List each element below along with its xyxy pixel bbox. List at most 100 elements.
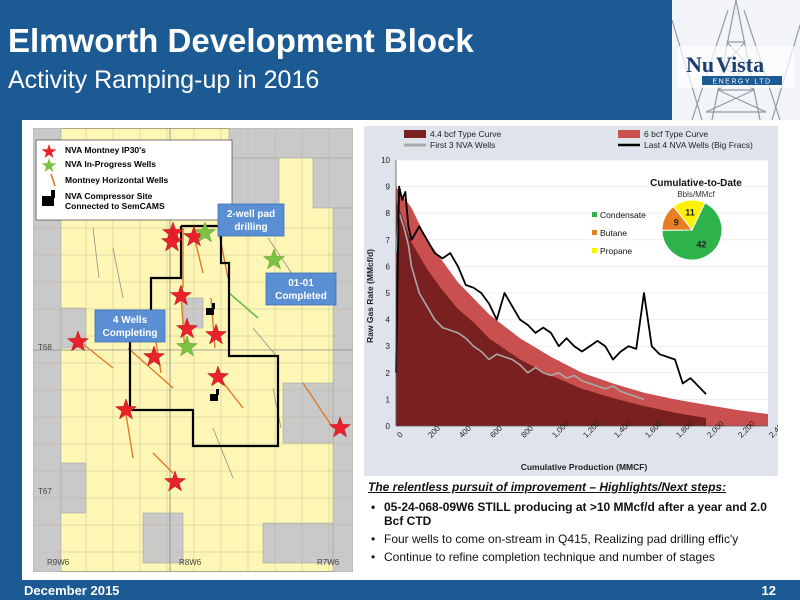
logo-name-part2: Vista <box>716 52 764 77</box>
pie-value-label: 42 <box>696 240 706 250</box>
page-number: 12 <box>761 583 776 598</box>
red-star-icon <box>328 416 352 438</box>
land-map: NVA Montney IP30's NVA In-Progress Wells… <box>32 127 354 573</box>
green-star-icon <box>175 335 199 357</box>
pie-title: Cumulative-to-Date <box>650 178 742 189</box>
callout-completed-line2: Completed <box>275 291 327 302</box>
red-star-icon <box>142 345 166 367</box>
x-tick-label: 2,400 <box>767 419 778 440</box>
callout-pad-line1: 2-well pad <box>227 209 275 220</box>
red-star-icon <box>204 323 228 345</box>
callout-completed-line1: 01-01 <box>288 278 314 289</box>
red-star-icon <box>206 365 230 387</box>
legend-swatch-6bcf <box>618 130 640 138</box>
range-label-r8w6: R8W6 <box>179 558 202 567</box>
legend-label-4bcf: 4.4 bcf Type Curve <box>430 129 501 139</box>
legend-horizontal-label: Montney Horizontal Wells <box>65 175 169 185</box>
pie-value-label: 11 <box>685 208 695 218</box>
montney-ip30-wells <box>66 221 352 492</box>
y-tick-label: 8 <box>386 209 391 218</box>
pie-slice-condensate <box>661 202 723 261</box>
green-star-icon <box>262 248 286 270</box>
legend-semcams-label: Connected to SemCAMS <box>65 201 165 211</box>
legend-in-progress-label: NVA In-Progress Wells <box>65 159 156 169</box>
map-legend: NVA Montney IP30's NVA In-Progress Wells… <box>35 139 233 221</box>
pie-legend-label: Propane <box>600 246 632 256</box>
callout-completing-line1: 4 Wells <box>113 315 148 326</box>
township-label-t67: T67 <box>38 487 52 496</box>
map-canvas: NVA Montney IP30's NVA In-Progress Wells… <box>32 127 354 573</box>
y-tick-label: 7 <box>386 236 391 245</box>
callout-completing: 4 Wells Completing <box>94 309 166 343</box>
x-tick-label: 0 <box>395 430 405 440</box>
township-label-t68: T68 <box>38 343 52 352</box>
compressor-icon <box>42 190 55 206</box>
highlight-item: Four wells to come on-stream in Q415, Re… <box>368 532 788 546</box>
in-progress-wells <box>175 221 286 357</box>
logo-name-part1: Nu <box>686 52 714 77</box>
pie-legend-label: Condensate <box>600 210 646 220</box>
production-chart-panel: 0 1 2 3 4 5 6 7 8 9 10 0 200 400 600 800 1,000 1,200 1,400… <box>364 126 788 476</box>
legend-compressor-label: NVA Compressor Site <box>65 191 153 201</box>
red-star-icon <box>41 144 57 158</box>
footer-date: December 2015 <box>24 583 120 598</box>
red-star-icon <box>66 330 90 352</box>
slide-subtitle: Activity Ramping-up in 2016 <box>8 66 320 94</box>
y-tick-label: 6 <box>386 262 391 271</box>
highlights-section: The relentless pursuit of improvement – … <box>368 480 788 580</box>
x-axis-label: Cumulative Production (MMCF) <box>521 462 648 472</box>
highlights-heading: The relentless pursuit of improvement – … <box>368 480 727 494</box>
callout-completing-line2: Completing <box>103 328 158 339</box>
y-tick-label: 1 <box>386 395 391 404</box>
orange-line-icon <box>50 173 56 187</box>
y-tick-label: 2 <box>386 369 391 378</box>
y-tick-label: 10 <box>381 156 390 165</box>
red-star-icon <box>114 398 138 420</box>
pie-legend-swatch <box>592 212 597 217</box>
y-tick-label: 3 <box>386 342 391 351</box>
y-tick-label: 0 <box>386 422 391 431</box>
red-star-icon <box>169 284 193 306</box>
logo-tagline: ENERGY LTD <box>712 79 771 86</box>
series-4bcf-area <box>396 199 706 426</box>
legend-label-last4: Last 4 NVA Wells (Big Fracs) <box>644 140 753 150</box>
y-tick-label: 5 <box>386 289 391 298</box>
callout-pad-line2: drilling <box>234 222 267 233</box>
pie-legend-swatch <box>592 230 597 235</box>
y-tick-label: 4 <box>386 316 391 325</box>
callout-pad-drilling: 2-well pad drilling <box>217 203 285 237</box>
oil-derrick-icon: Nu Vista ENERGY LTD <box>672 0 800 120</box>
company-logo: Nu Vista ENERGY LTD <box>672 0 800 120</box>
left-accent-strip <box>0 120 22 580</box>
highlights-list: 05-24-068-09W6 STILL producing at >10 MM… <box>368 500 788 564</box>
green-star-icon <box>41 158 57 172</box>
red-star-icon <box>175 317 199 339</box>
legend-swatch-4bcf <box>404 130 426 138</box>
pie-value-label: 9 <box>674 217 679 227</box>
legend-label-first3: First 3 NVA Wells <box>430 140 495 150</box>
callout-completed: 01-01 Completed <box>265 272 337 306</box>
legend-label-6bcf: 6 bcf Type Curve <box>644 129 708 139</box>
green-star-icon <box>193 221 217 243</box>
legend-ip30-label: NVA Montney IP30's <box>65 145 146 155</box>
highlight-item: 05-24-068-09W6 STILL producing at >10 MM… <box>368 500 788 528</box>
slide-footer: December 2015 12 <box>0 580 800 600</box>
highlight-item: Continue to refine completion technique … <box>368 550 788 564</box>
pie-legend-label: Butane <box>600 228 627 238</box>
pie-subtitle: Bbls/MMcf <box>677 190 715 199</box>
y-tick-label: 9 <box>386 183 391 192</box>
slide-title: Elmworth Development Block <box>8 22 474 59</box>
slide-header: Elmworth Development Block Activity Ramp… <box>0 0 672 120</box>
range-label-r9w6: R9W6 <box>47 558 70 567</box>
series-last4-line <box>395 185 707 395</box>
cumulative-pie-inset: Cumulative-to-Date Bbls/MMcf 11 42 9 Conde… <box>592 178 742 261</box>
series-first3-line <box>395 212 645 401</box>
red-star-icon <box>160 230 184 252</box>
chart-legend: 4.4 bcf Type Curve 6 bcf Type Curve Firs… <box>404 129 753 150</box>
red-star-icon <box>163 470 187 492</box>
range-label-r7w6: R7W6 <box>317 558 340 567</box>
pie-legend-swatch <box>592 248 597 253</box>
y-axis-label: Raw Gas Rate (MMcf/d) <box>365 249 375 343</box>
pie-slice-butane <box>661 205 694 231</box>
